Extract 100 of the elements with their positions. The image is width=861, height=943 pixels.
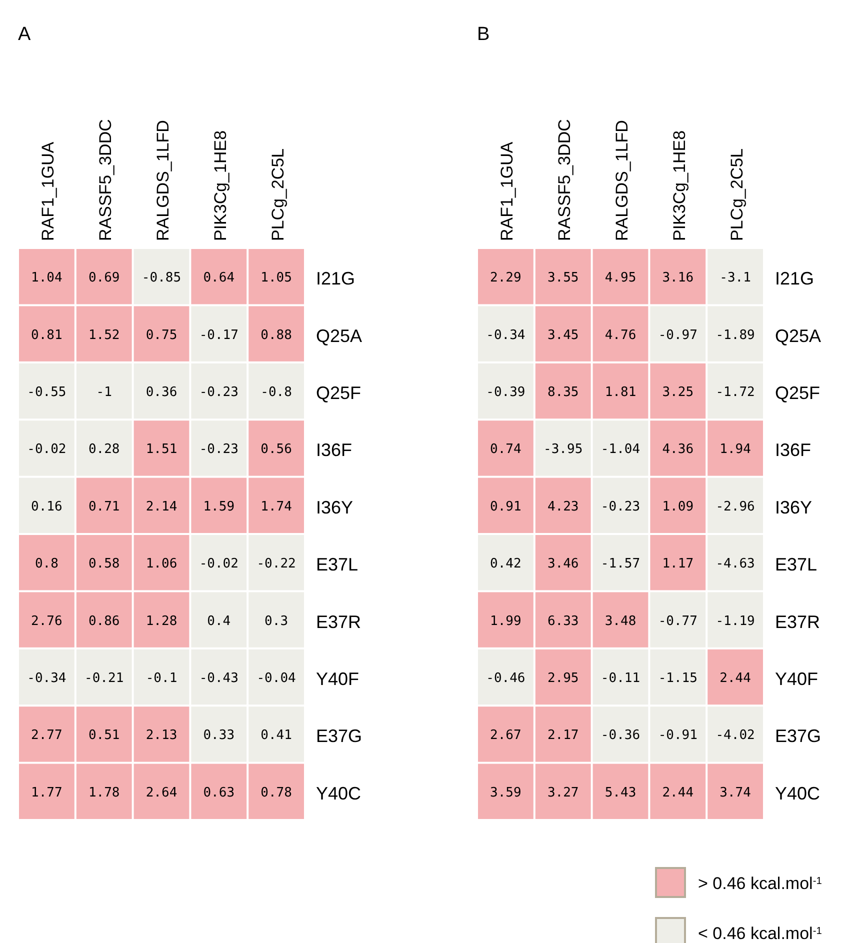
- y-tick-label: Y40F: [316, 669, 360, 689]
- data-label: -0.85: [142, 270, 182, 286]
- data-label: 0.75: [146, 328, 178, 343]
- data-label: 2.77: [31, 728, 62, 744]
- data-label: 1.52: [88, 328, 120, 343]
- data-label: 0.33: [203, 728, 235, 744]
- data-label: 2.14: [146, 499, 178, 514]
- y-tick-label: Q25F: [316, 383, 362, 403]
- y-tick-label: E37L: [316, 554, 358, 575]
- data-label: 0.71: [88, 499, 120, 514]
- data-label: -1.19: [716, 614, 755, 629]
- data-label: 1.05: [260, 270, 292, 286]
- chart-title: A: [18, 24, 31, 45]
- data-label: 3.25: [662, 385, 694, 400]
- data-label: 1.78: [88, 785, 120, 800]
- data-label: 2.44: [662, 785, 694, 800]
- data-label: 4.23: [547, 499, 579, 514]
- data-label: 0.4: [207, 614, 231, 629]
- y-tick-label: I36Y: [775, 497, 812, 518]
- data-label: 0.3: [264, 614, 288, 629]
- data-label: 3.27: [547, 785, 579, 800]
- data-label: 3.55: [547, 270, 579, 286]
- data-label: 0.91: [490, 499, 522, 514]
- data-label: -1.72: [716, 385, 755, 400]
- data-label: 2.44: [720, 671, 752, 686]
- data-label: -0.55: [27, 385, 66, 400]
- data-label: 1.28: [146, 614, 178, 629]
- y-tick-label: Y40C: [316, 783, 362, 804]
- data-label: 3.74: [720, 785, 752, 800]
- data-label: -0.46: [486, 671, 526, 686]
- y-tick-label: Y40F: [775, 669, 818, 689]
- data-label: -0.11: [600, 671, 640, 686]
- data-label: 2.67: [490, 728, 522, 744]
- data-label: 0.81: [31, 328, 62, 343]
- data-label: 5.43: [604, 785, 636, 800]
- data-label: 0.16: [31, 499, 62, 514]
- y-tick-label: I21G: [316, 268, 356, 289]
- data-label: 0.41: [260, 728, 292, 744]
- data-label: 0.36: [146, 385, 178, 400]
- x-tick-label: PIK3Cg_1HE8: [210, 130, 230, 241]
- text: > 0.46 kcal.mol$^{-1}$: [698, 874, 822, 893]
- data-label: -0.1: [146, 671, 178, 686]
- x-tick-label: PLCg_2C5L: [268, 148, 288, 241]
- data-label: -3.95: [544, 442, 583, 458]
- data-label: 1.09: [662, 499, 694, 514]
- data-label: 0.28: [88, 442, 120, 458]
- y-tick-label: I21G: [775, 268, 814, 289]
- data-label: 1.81: [604, 385, 636, 400]
- data-label: 0.69: [88, 270, 120, 286]
- y-tick-label: E37G: [316, 726, 362, 746]
- x-tick-label: PLCg_2C5L: [727, 148, 746, 241]
- data-label: -0.17: [199, 328, 238, 343]
- data-label: -0.39: [486, 385, 526, 400]
- x-tick-label: RALGDS_1LFD: [154, 120, 172, 241]
- data-label: -1.57: [600, 556, 640, 572]
- y-tick-label: I36F: [316, 440, 352, 460]
- data-label: 0.78: [260, 785, 292, 800]
- x-tick-label: RASSF5_3DDC: [555, 119, 574, 241]
- data-label: -0.77: [658, 614, 698, 629]
- data-label: 2.64: [146, 785, 178, 800]
- data-label: 0.56: [260, 442, 292, 458]
- data-label: 3.45: [547, 328, 579, 343]
- data-label: -1: [96, 385, 112, 400]
- data-label: -0.91: [658, 728, 698, 744]
- data-label: 2.76: [31, 614, 62, 629]
- data-label: 1.51: [146, 442, 178, 458]
- text: < 0.46 kcal.mol$^{-1}$: [698, 924, 822, 943]
- data-label: 1.74: [260, 499, 292, 514]
- x-tick-label: PIK3Cg_1HE8: [670, 130, 689, 241]
- data-label: -0.97: [658, 328, 698, 343]
- data-label: -0.34: [27, 671, 66, 686]
- chart-title: B: [477, 24, 490, 45]
- y-tick-label: Y40C: [775, 783, 820, 804]
- data-label: 1.17: [662, 556, 694, 572]
- data-label: 1.94: [720, 442, 752, 458]
- data-label: 0.64: [203, 270, 235, 286]
- data-label: -0.23: [199, 385, 238, 400]
- y-tick-label: E37G: [775, 726, 822, 746]
- data-label: 2.17: [547, 728, 579, 744]
- data-label: -0.36: [600, 728, 640, 744]
- data-label: -1.89: [716, 328, 755, 343]
- data-label: 1.06: [146, 556, 178, 572]
- data-label: 1.77: [31, 785, 62, 800]
- data-label: -0.8: [260, 385, 292, 400]
- data-label: 2.29: [490, 270, 522, 286]
- data-label: 4.95: [604, 270, 636, 286]
- data-label: 4.36: [662, 442, 694, 458]
- data-label: 2.13: [146, 728, 178, 744]
- data-label: 0.88: [260, 328, 292, 343]
- data-label: 0.63: [203, 785, 235, 800]
- y-tick-label: E37R: [775, 612, 820, 632]
- data-label: -4.63: [716, 556, 755, 572]
- data-label: -0.02: [199, 556, 238, 572]
- data-label: -0.23: [600, 499, 640, 514]
- data-label: 3.59: [490, 785, 522, 800]
- data-label: 0.86: [88, 614, 120, 629]
- data-label: 3.48: [604, 614, 636, 629]
- data-label: 0.58: [88, 556, 120, 572]
- data-label: -0.34: [486, 328, 526, 343]
- data-label: 2.95: [547, 671, 579, 686]
